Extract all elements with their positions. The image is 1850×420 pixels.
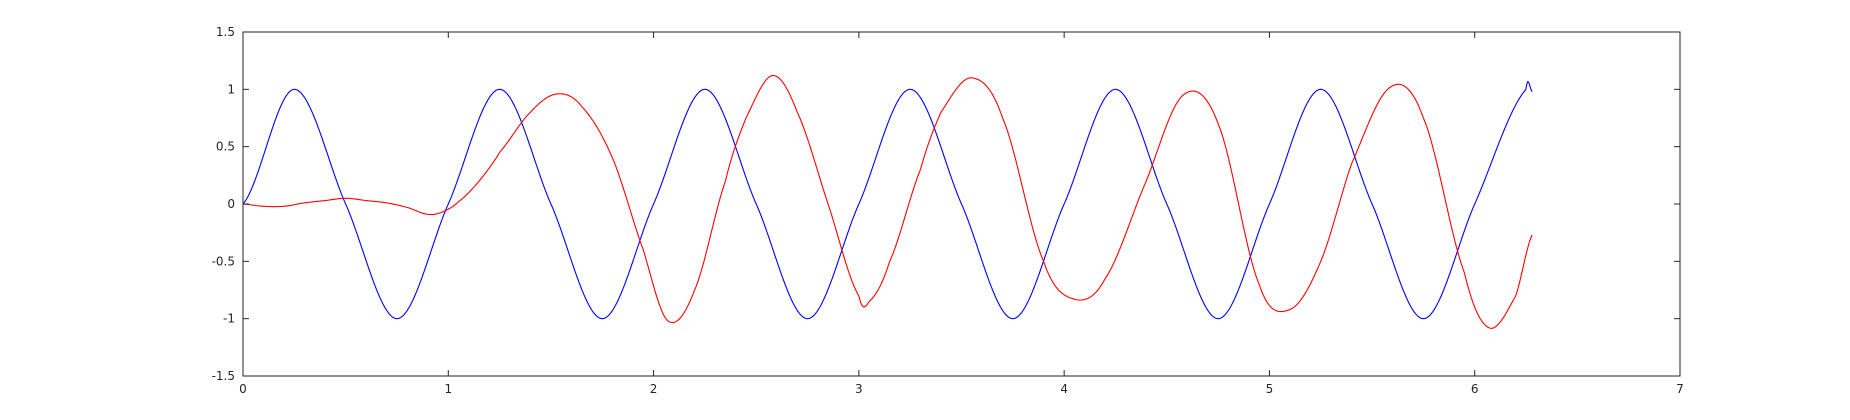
x-tick-label: 0 xyxy=(239,382,247,396)
x-tick-label: 7 xyxy=(1676,382,1684,396)
y-tick-label: 0 xyxy=(227,197,235,211)
y-tick-label: -1 xyxy=(223,312,235,326)
y-tick-label: 0.5 xyxy=(216,140,235,154)
x-tick-label: 3 xyxy=(855,382,863,396)
x-tick-label: 6 xyxy=(1471,382,1479,396)
y-tick-label: -0.5 xyxy=(212,254,235,268)
series-line-1 xyxy=(242,81,1533,320)
x-tick-label: 1 xyxy=(444,382,452,396)
series-line-2 xyxy=(242,74,1533,329)
x-tick-label: 2 xyxy=(650,382,658,396)
y-tick-label: 1 xyxy=(227,82,235,96)
x-tick-label: 4 xyxy=(1060,382,1068,396)
y-tick-label: -1.5 xyxy=(212,369,235,383)
y-tick-label: 1.5 xyxy=(216,25,235,39)
plot-area: 0 1 2 3 4 5 6 7 -1.5 -1 -0.5 0 0.5 1 1.5 xyxy=(212,25,1684,396)
x-tick-label: 5 xyxy=(1266,382,1274,396)
